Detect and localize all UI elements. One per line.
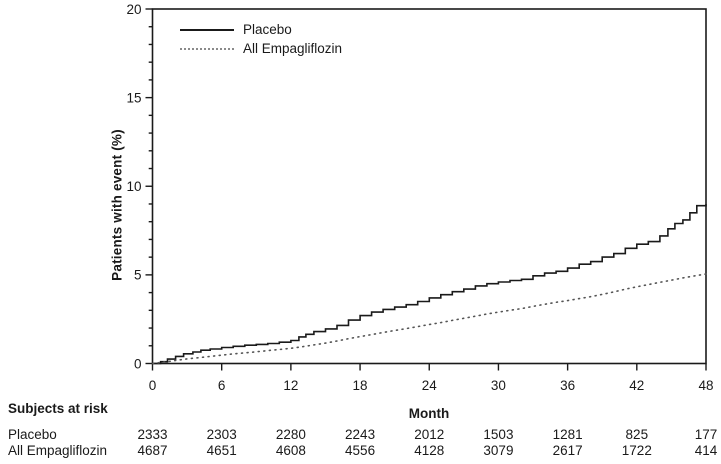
legend-label: Placebo (243, 22, 292, 37)
risk-row-label-placebo: Placebo (8, 427, 57, 442)
y-tick-label: 0 (134, 356, 142, 371)
risk-count: 2280 (275, 427, 306, 442)
risk-count: 1281 (552, 427, 583, 442)
risk-count: 4128 (414, 443, 445, 458)
x-tick-label: 0 (149, 378, 157, 393)
legend-item-empagliflozin: All Empagliflozin (180, 39, 342, 58)
y-tick-label: 15 (126, 90, 141, 105)
legend: Placebo All Empagliflozin (180, 20, 342, 58)
x-tick-label: 42 (629, 378, 644, 393)
solid-line-icon (180, 28, 234, 31)
legend-item-placebo: Placebo (180, 20, 342, 39)
y-tick-label: 5 (134, 268, 142, 283)
x-tick-label: 48 (698, 378, 713, 393)
risk-count: 4556 (345, 443, 376, 458)
x-tick-label: 6 (218, 378, 226, 393)
risk-count: 177 (694, 427, 718, 442)
y-tick-label: 10 (126, 179, 141, 194)
risk-count: 2333 (137, 427, 168, 442)
x-axis-title: Month (408, 406, 450, 421)
y-axis-title: Patients with event (%) (109, 129, 125, 281)
risk-count: 4608 (275, 443, 306, 458)
x-tick-label: 24 (422, 378, 438, 393)
risk-count: 4651 (206, 443, 237, 458)
risk-count: 2617 (552, 443, 583, 458)
x-tick-label: 36 (560, 378, 575, 393)
x-tick-label: 12 (283, 378, 298, 393)
dotted-line-icon (180, 47, 234, 50)
risk-count: 825 (625, 427, 649, 442)
risk-count: 3079 (483, 443, 514, 458)
plot-frame (151, 8, 707, 365)
x-tick-label: 18 (353, 378, 368, 393)
x-tick-label: 30 (491, 378, 506, 393)
risk-table-title: Subjects at risk (8, 401, 108, 416)
risk-count: 414 (694, 443, 718, 458)
legend-label: All Empagliflozin (243, 41, 343, 56)
risk-count: 2303 (206, 427, 237, 442)
risk-count: 2012 (414, 427, 445, 442)
placebo-curve (152, 204, 707, 365)
empagliflozin-curve (151, 273, 707, 365)
risk-count: 1503 (483, 427, 514, 442)
risk-count: 1722 (621, 443, 652, 458)
y-tick-label: 20 (126, 2, 141, 17)
risk-count: 4687 (137, 443, 168, 458)
risk-row-label-empagliflozin: All Empagliflozin (8, 443, 108, 458)
risk-count: 2243 (345, 427, 376, 442)
